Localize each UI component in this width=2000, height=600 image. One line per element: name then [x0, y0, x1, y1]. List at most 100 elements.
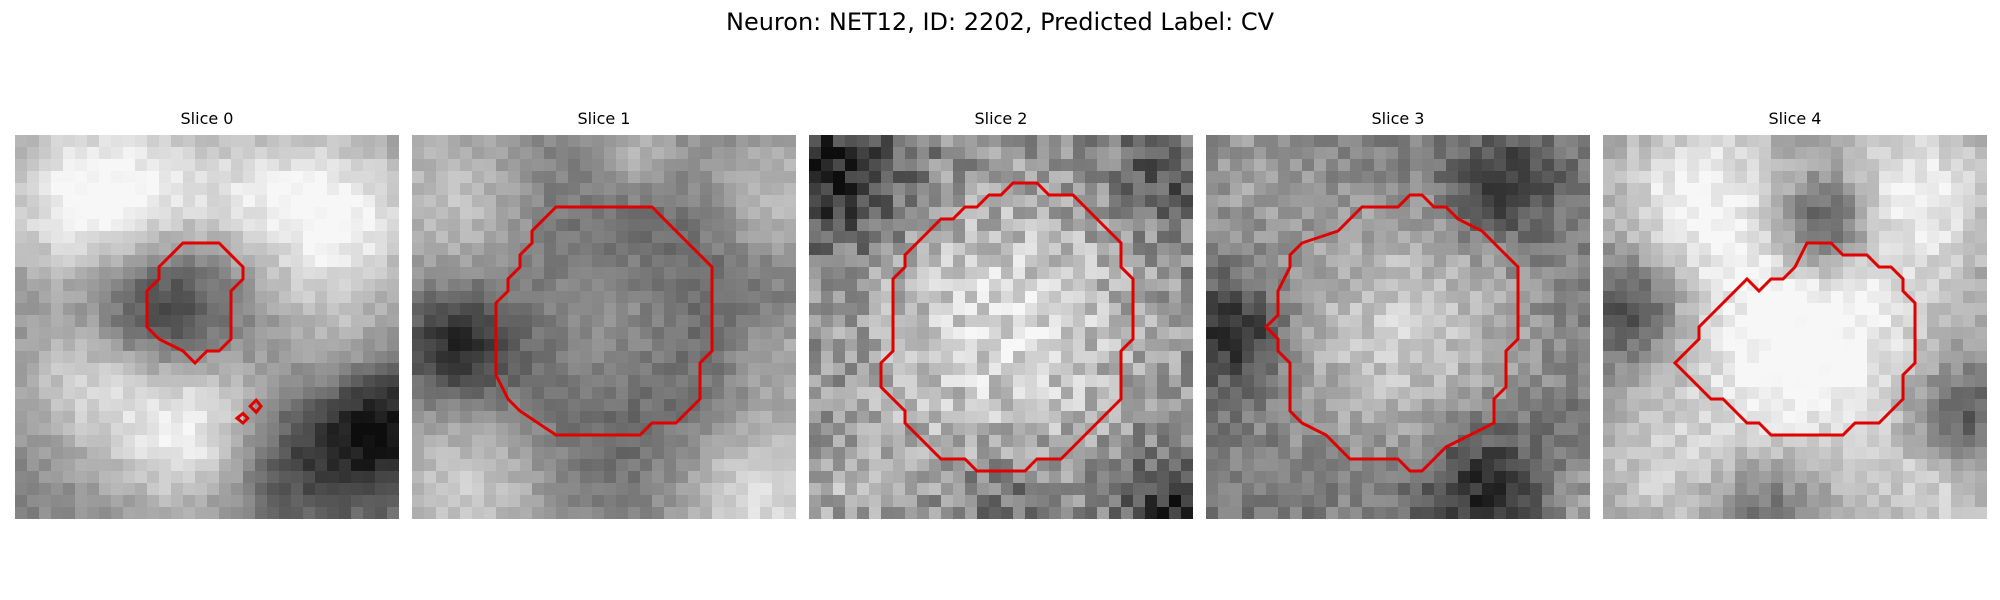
- image-pixel: [351, 399, 364, 412]
- image-pixel: [1687, 279, 1700, 292]
- image-pixel: [664, 279, 677, 292]
- image-pixel: [1663, 375, 1676, 388]
- image-pixel: [15, 207, 28, 220]
- image-pixel: [1049, 219, 1062, 232]
- image-pixel: [1819, 207, 1832, 220]
- image-pixel: [1206, 147, 1219, 160]
- image-pixel: [1518, 279, 1531, 292]
- image-pixel: [39, 471, 52, 484]
- image-pixel: [881, 327, 894, 340]
- image-pixel: [207, 483, 220, 496]
- image-pixel: [1326, 399, 1339, 412]
- image-pixel: [1615, 135, 1628, 148]
- image-pixel: [387, 243, 399, 256]
- image-pixel: [1675, 303, 1688, 316]
- image-pixel: [387, 375, 399, 388]
- image-pixel: [1374, 171, 1387, 184]
- image-pixel: [15, 363, 28, 376]
- image-pixel: [339, 231, 352, 244]
- image-pixel: [652, 399, 665, 412]
- image-pixel: [1711, 327, 1724, 340]
- image-pixel: [580, 231, 593, 244]
- image-pixel: [87, 375, 100, 388]
- image-pixel: [99, 147, 112, 160]
- image-pixel: [1386, 387, 1399, 400]
- image-pixel: [1061, 195, 1074, 208]
- image-pixel: [1302, 147, 1315, 160]
- image-pixel: [1145, 471, 1158, 484]
- image-pixel: [929, 495, 942, 508]
- image-pixel: [111, 411, 124, 424]
- image-pixel: [484, 231, 497, 244]
- image-pixel: [1434, 495, 1447, 508]
- image-pixel: [1458, 363, 1471, 376]
- image-pixel: [640, 447, 653, 460]
- image-pixel: [1242, 399, 1255, 412]
- image-pixel: [1109, 291, 1122, 304]
- image-pixel: [917, 159, 930, 172]
- image-pixel: [1855, 327, 1868, 340]
- image-pixel: [1530, 243, 1543, 256]
- image-pixel: [965, 255, 978, 268]
- image-pixel: [267, 375, 280, 388]
- image-pixel: [1783, 279, 1796, 292]
- image-pixel: [532, 195, 545, 208]
- image-pixel: [1867, 291, 1880, 304]
- image-pixel: [1506, 183, 1519, 196]
- image-pixel: [1939, 195, 1952, 208]
- image-pixel: [772, 495, 785, 508]
- slice-image: [15, 135, 399, 519]
- image-pixel: [1735, 387, 1748, 400]
- image-pixel: [1157, 279, 1170, 292]
- image-pixel: [255, 387, 268, 400]
- image-pixel: [592, 339, 605, 352]
- image-pixel: [508, 195, 521, 208]
- image-pixel: [1494, 219, 1507, 232]
- image-pixel: [1651, 195, 1664, 208]
- image-pixel: [929, 207, 942, 220]
- image-pixel: [87, 339, 100, 352]
- image-pixel: [460, 339, 473, 352]
- image-pixel: [845, 171, 858, 184]
- image-pixel: [1374, 279, 1387, 292]
- image-pixel: [1302, 387, 1315, 400]
- image-pixel: [1891, 159, 1904, 172]
- image-pixel: [1230, 171, 1243, 184]
- image-pixel: [448, 423, 461, 436]
- image-pixel: [1302, 207, 1315, 220]
- image-pixel: [291, 459, 304, 472]
- image-pixel: [1338, 171, 1351, 184]
- image-pixel: [640, 315, 653, 328]
- image-pixel: [1867, 183, 1880, 196]
- image-pixel: [255, 435, 268, 448]
- image-pixel: [363, 159, 376, 172]
- image-pixel: [652, 219, 665, 232]
- image-pixel: [1362, 135, 1375, 148]
- image-pixel: [905, 471, 918, 484]
- image-pixel: [111, 387, 124, 400]
- image-pixel: [640, 351, 653, 364]
- image-pixel: [1073, 459, 1086, 472]
- image-pixel: [1879, 183, 1892, 196]
- image-pixel: [1879, 387, 1892, 400]
- image-pixel: [676, 171, 689, 184]
- image-pixel: [472, 267, 485, 280]
- image-pixel: [1374, 147, 1387, 160]
- image-pixel: [363, 279, 376, 292]
- image-pixel: [171, 255, 184, 268]
- image-pixel: [1879, 267, 1892, 280]
- image-pixel: [279, 315, 292, 328]
- image-pixel: [1422, 339, 1435, 352]
- image-pixel: [941, 183, 954, 196]
- image-pixel: [63, 159, 76, 172]
- image-pixel: [15, 231, 28, 244]
- image-pixel: [484, 303, 497, 316]
- image-pixel: [1855, 135, 1868, 148]
- image-pixel: [1410, 423, 1423, 436]
- image-pixel: [1843, 147, 1856, 160]
- image-pixel: [1795, 447, 1808, 460]
- image-pixel: [1410, 231, 1423, 244]
- image-pixel: [87, 135, 100, 148]
- image-pixel: [27, 363, 40, 376]
- image-pixel: [1169, 279, 1182, 292]
